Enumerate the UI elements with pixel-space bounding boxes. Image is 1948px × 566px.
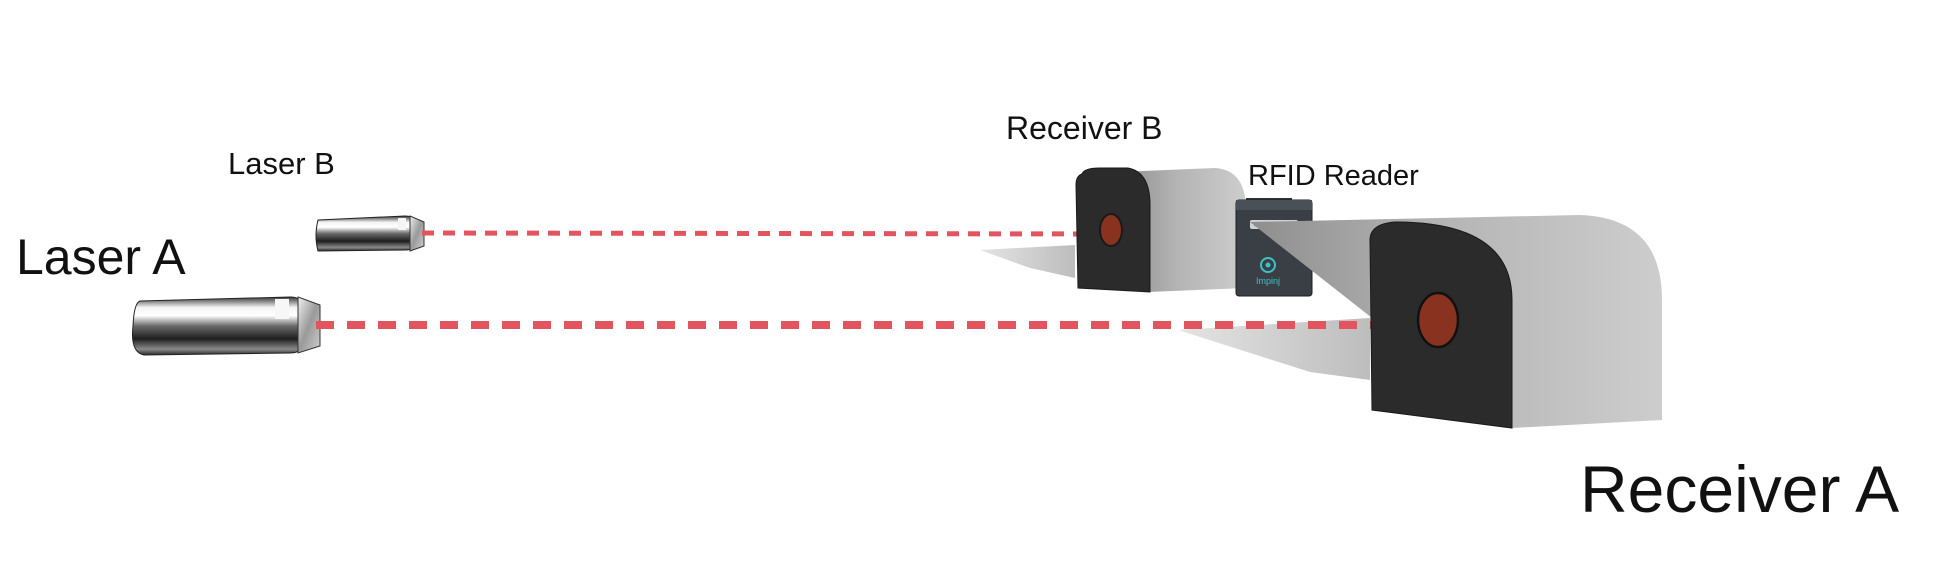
laser-a-icon	[132, 296, 321, 356]
reader-brand: Impinj	[1256, 276, 1280, 286]
receiver-a-target	[1416, 291, 1460, 349]
impinj-logo-icon: Impinj	[1256, 257, 1280, 286]
laser-b-label: Laser B	[228, 146, 335, 181]
receiver-a-label: Receiver A	[1580, 452, 1900, 526]
rfid-reader-label: RFID Reader	[1248, 160, 1419, 192]
receiver-b-icon	[1075, 167, 1246, 293]
laser-a-label: Laser A	[16, 229, 186, 285]
laser-b-icon	[315, 215, 425, 252]
laser-b-beam	[421, 230, 1109, 237]
receiver-a-icon	[1250, 215, 1662, 429]
receiver-a-shadow	[1178, 318, 1370, 380]
receiver-b-shadow	[980, 245, 1075, 278]
receiver-b-label: Receiver B	[1006, 110, 1163, 146]
receiver-b-target	[1099, 213, 1123, 247]
